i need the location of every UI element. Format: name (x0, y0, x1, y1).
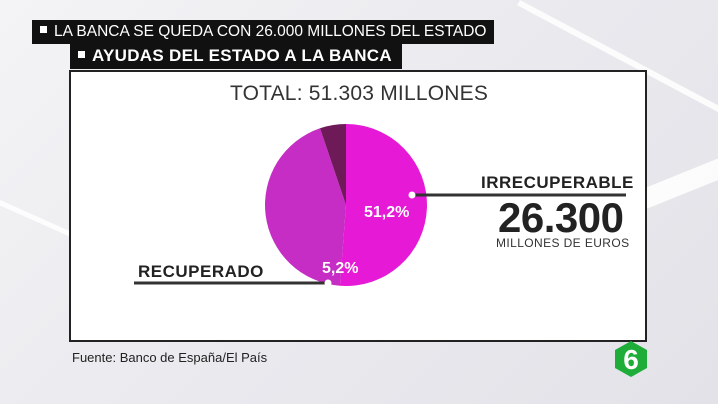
pie-slice-2 (265, 128, 346, 286)
lasexta-logo-icon: 6 (615, 341, 647, 377)
leader-dot-irrecuperable (408, 191, 416, 199)
source-credit: Fuente: Banco de España/El País (72, 350, 268, 365)
label-recuperado: RECUPERADO (138, 262, 264, 281)
chart-title: TOTAL: 51.303 MILLONES (229, 82, 489, 105)
leader-dot-recuperado (324, 279, 332, 287)
pie-slice-1 (339, 124, 428, 286)
amount-irrecuperable: 26.300 (498, 194, 624, 241)
headline-strap: LA BANCA SE QUEDA CON 26.000 MILLONES DE… (32, 20, 495, 44)
slice-label-irrecuperable: 51,2% (364, 204, 410, 221)
slice-label-recuperado: 5,2% (322, 260, 359, 277)
bullet-square-icon (40, 26, 47, 34)
subheadline-text: AYUDAS DEL ESTADO A LA BANCA (92, 46, 392, 65)
amount-unit: MILLONES DE EUROS (496, 236, 630, 250)
pie-slice-3 (320, 124, 346, 205)
subheadline-strap: AYUDAS DEL ESTADO A LA BANCA (70, 42, 402, 69)
label-irrecuperable: IRRECUPERABLE (481, 173, 634, 192)
bullet-square-icon (78, 51, 85, 59)
headline-text: LA BANCA SE QUEDA CON 26.000 MILLONES DE… (54, 23, 487, 40)
logo-text: 6 (623, 344, 639, 375)
